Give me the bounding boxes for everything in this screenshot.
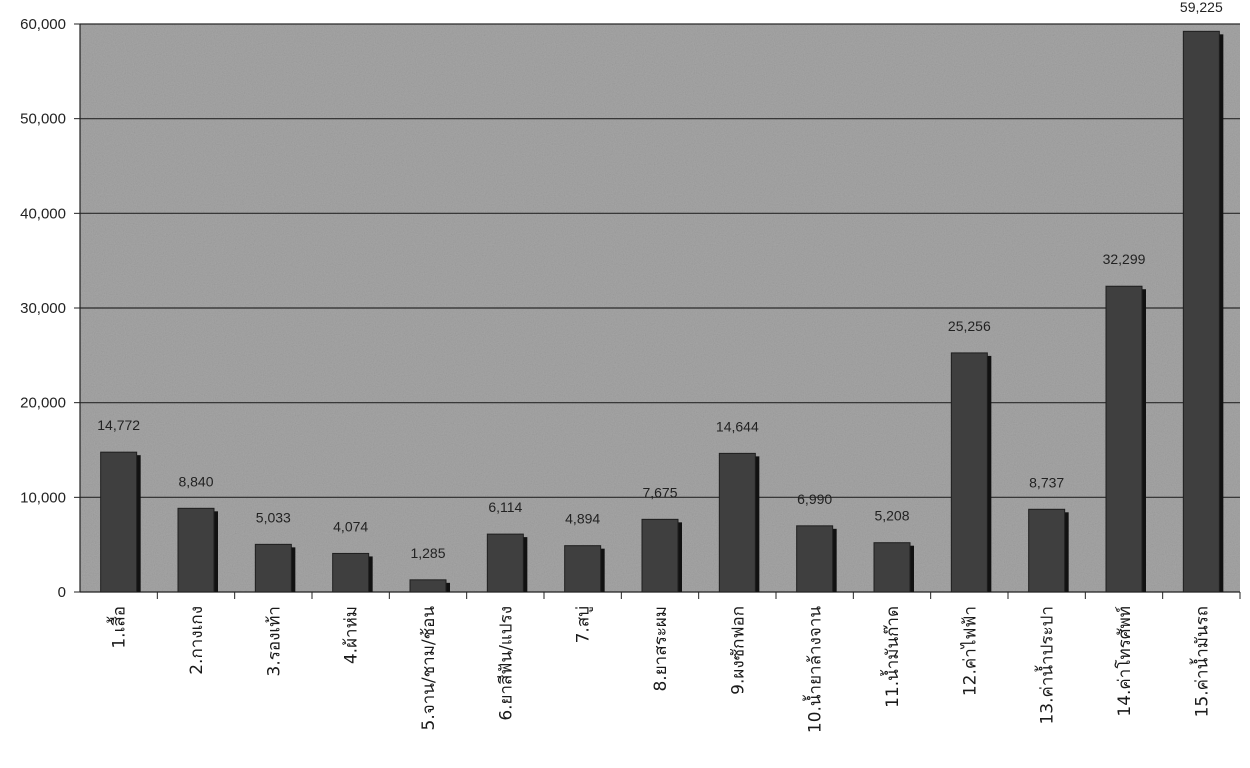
bar: [1105, 285, 1143, 593]
bar: [950, 352, 988, 593]
category-label: 8.ยาสระผม: [651, 606, 671, 692]
category-label: 3.รองเท้า: [264, 606, 284, 676]
category-labels: 1.เสื้อ 2.กางเกง 3.รองเท้า 4.ผ้าห่ม 5.จาน/ชา…: [107, 606, 1213, 733]
category-label: 11.น้ำมันก๊าด: [880, 606, 903, 708]
bar: [564, 545, 602, 593]
y-tick-label: 60,000: [20, 16, 66, 33]
value-label: 7,675: [642, 484, 677, 500]
value-label: 32,299: [1103, 251, 1146, 267]
gridlines: [80, 23, 1240, 498]
bar-series: [100, 30, 1224, 593]
y-tick-label: 10,000: [20, 489, 66, 506]
category-label: 4.ผ้าห่ม: [342, 606, 362, 664]
value-label: 4,894: [565, 511, 600, 527]
category-label: 1.เสื้อ: [107, 606, 130, 649]
bar: [177, 507, 215, 593]
category-label: 14.ค่าโทรศัพท์: [1114, 606, 1135, 717]
bar: [1028, 508, 1066, 593]
category-label: 13.ค่าน้ำประปา: [1035, 606, 1058, 725]
y-tick-label: 0: [58, 584, 66, 601]
y-tick-label: 20,000: [20, 395, 66, 412]
category-label: 7.สบู่: [574, 606, 594, 643]
category-label: 10.น้ำยาล้างจาน: [803, 606, 826, 733]
bar: [409, 579, 447, 593]
value-label: 59,225: [1180, 0, 1223, 15]
category-label: 12.ค่าไฟฟ้า: [959, 606, 980, 696]
bar: [641, 518, 679, 593]
bar: [486, 533, 524, 593]
bar: [100, 451, 138, 593]
category-label: 5.จาน/ชาม/ช้อน: [419, 606, 439, 731]
bar: [718, 452, 756, 593]
value-label: 6,990: [797, 491, 832, 507]
bar: [796, 525, 834, 593]
category-label: 6.ยาสีฟัน/แปรง: [496, 606, 516, 721]
value-label: 6,114: [488, 499, 522, 515]
value-label: 14,772: [97, 417, 140, 433]
bar: [332, 552, 370, 593]
y-tick-label: 50,000: [20, 111, 66, 128]
value-label: 4,074: [333, 518, 368, 534]
value-labels: 14,772 8,840 5,033 4,074 1,285 6,114 4,894 7,67…: [97, 0, 1223, 561]
y-tick-label: 30,000: [20, 300, 66, 317]
category-label: 9.ผงซักฟอก: [728, 606, 748, 695]
value-label: 5,208: [874, 508, 909, 524]
category-label: 2.กางเกง: [187, 606, 207, 675]
bar: [1182, 30, 1220, 593]
value-label: 14,644: [716, 418, 759, 434]
bar: [254, 543, 292, 593]
value-label: 1,285: [410, 545, 445, 561]
bar: [873, 542, 911, 593]
value-label: 8,737: [1029, 474, 1064, 490]
value-label: 5,033: [256, 509, 291, 525]
category-label: 15.ค่าน้ำมันรถ: [1189, 606, 1212, 717]
value-label: 8,840: [178, 473, 213, 489]
y-tick-label: 40,000: [20, 205, 66, 222]
value-label: 25,256: [948, 318, 991, 334]
